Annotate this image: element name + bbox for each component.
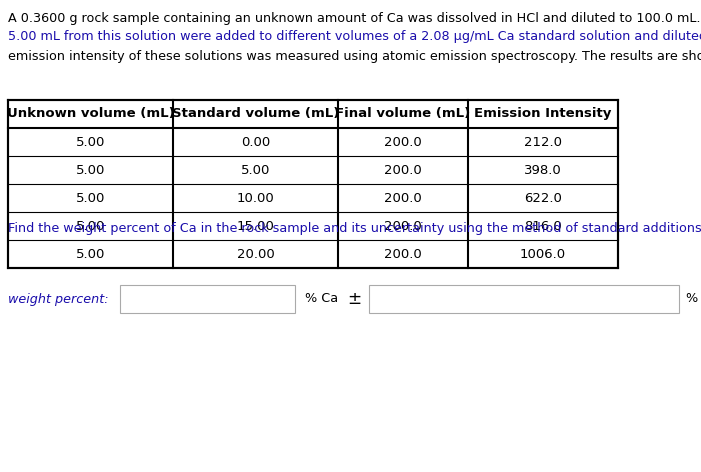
Text: 0.00: 0.00 <box>241 135 270 149</box>
Text: Unknown volume (mL): Unknown volume (mL) <box>6 108 175 120</box>
Bar <box>369 285 679 313</box>
Text: A 0.3600 g rock sample containing an unknown amount of Ca was dissolved in HCl a: A 0.3600 g rock sample containing an unk… <box>8 12 701 25</box>
Text: 10.00: 10.00 <box>237 192 274 204</box>
Text: 200.0: 200.0 <box>384 163 422 177</box>
Text: % Ca: % Ca <box>305 293 338 305</box>
Text: 20.00: 20.00 <box>237 247 274 261</box>
Text: Final volume (mL): Final volume (mL) <box>335 108 470 120</box>
Text: 200.0: 200.0 <box>384 192 422 204</box>
Text: 5.00: 5.00 <box>241 163 270 177</box>
Text: 816.0: 816.0 <box>524 219 562 233</box>
Text: Find the weight percent of Ca in the rock sample and its uncertainty using the m: Find the weight percent of Ca in the roc… <box>8 222 701 235</box>
Text: 5.00: 5.00 <box>76 219 105 233</box>
Text: 5.00: 5.00 <box>76 163 105 177</box>
Text: emission intensity of these solutions was measured using atomic emission spectro: emission intensity of these solutions wa… <box>8 50 701 63</box>
Text: ±: ± <box>347 290 361 308</box>
Text: 5.00: 5.00 <box>76 247 105 261</box>
Text: 212.0: 212.0 <box>524 135 562 149</box>
Text: Emission Intensity: Emission Intensity <box>475 108 612 120</box>
Text: 200.0: 200.0 <box>384 247 422 261</box>
Text: 200.0: 200.0 <box>384 219 422 233</box>
Text: 5.00: 5.00 <box>76 192 105 204</box>
Text: 5.00 mL from this solution were added to different volumes of a 2.08 µg/mL Ca st: 5.00 mL from this solution were added to… <box>8 30 701 43</box>
Text: weight percent:: weight percent: <box>8 293 109 305</box>
Bar <box>8 100 618 268</box>
Text: Standard volume (mL): Standard volume (mL) <box>172 108 339 120</box>
Text: 5.00: 5.00 <box>76 135 105 149</box>
Text: 1006.0: 1006.0 <box>520 247 566 261</box>
Text: 15.00: 15.00 <box>236 219 274 233</box>
Text: 622.0: 622.0 <box>524 192 562 204</box>
Text: 398.0: 398.0 <box>524 163 562 177</box>
Bar <box>120 285 295 313</box>
Text: %: % <box>685 293 697 305</box>
Text: 200.0: 200.0 <box>384 135 422 149</box>
